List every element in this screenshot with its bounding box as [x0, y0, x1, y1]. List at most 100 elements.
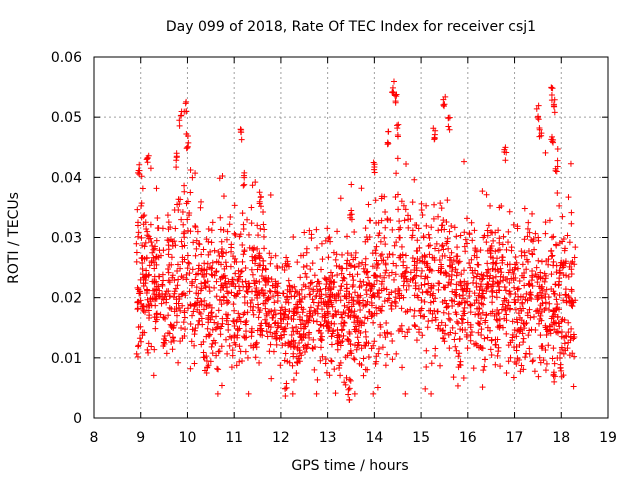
- data-point: [282, 392, 289, 399]
- data-point: [510, 374, 517, 381]
- data-point: [212, 339, 219, 346]
- data-point: [163, 299, 170, 306]
- data-point: [151, 295, 158, 302]
- data-point: [477, 247, 484, 254]
- data-point: [331, 366, 338, 373]
- data-point: [306, 285, 313, 292]
- data-point: [344, 304, 351, 311]
- data-point: [569, 297, 576, 304]
- data-point: [321, 318, 328, 325]
- data-point: [506, 288, 513, 295]
- data-point: [209, 350, 216, 357]
- data-point: [346, 330, 353, 337]
- data-point: [536, 354, 543, 361]
- data-point: [473, 254, 480, 261]
- data-point: [444, 235, 451, 242]
- data-point: [135, 286, 142, 293]
- data-point: [427, 299, 434, 306]
- data-point: [495, 268, 502, 275]
- data-point: [515, 310, 522, 317]
- data-point: [372, 360, 379, 367]
- data-point: [256, 278, 263, 285]
- data-point: [286, 282, 293, 289]
- data-point: [431, 257, 438, 264]
- data-point: [157, 311, 164, 318]
- data-point: [435, 227, 442, 234]
- data-point: [187, 189, 194, 196]
- data-point: [568, 286, 575, 293]
- data-point: [452, 330, 459, 337]
- data-point: [552, 167, 559, 174]
- data-point: [459, 327, 466, 334]
- data-point: [526, 351, 533, 358]
- data-point: [454, 269, 461, 276]
- data-point: [241, 181, 248, 188]
- data-point: [388, 305, 395, 312]
- data-point: [241, 293, 248, 300]
- data-point: [224, 350, 231, 357]
- data-point: [189, 266, 196, 273]
- data-point: [462, 299, 469, 306]
- data-point: [413, 272, 420, 279]
- data-point: [421, 281, 428, 288]
- data-point: [378, 217, 385, 224]
- data-point: [153, 237, 160, 244]
- data-point: [300, 344, 307, 351]
- data-point: [241, 169, 248, 176]
- data-point: [191, 302, 198, 309]
- data-point: [453, 311, 460, 318]
- data-point: [487, 229, 494, 236]
- data-point: [273, 341, 280, 348]
- data-point: [364, 268, 371, 275]
- data-point: [262, 265, 269, 272]
- data-point: [525, 258, 532, 265]
- data-point: [487, 346, 494, 353]
- data-point: [561, 340, 568, 347]
- data-point: [483, 239, 490, 246]
- data-point: [455, 259, 462, 266]
- data-point: [148, 239, 155, 246]
- data-point: [355, 327, 362, 334]
- data-point: [520, 366, 527, 373]
- data-point: [396, 218, 403, 225]
- data-point: [498, 269, 505, 276]
- data-point: [471, 290, 478, 297]
- data-point: [457, 280, 464, 287]
- data-point: [429, 317, 436, 324]
- data-point: [191, 360, 198, 367]
- data-point: [242, 334, 249, 341]
- data-point: [542, 149, 549, 156]
- data-point: [224, 228, 231, 235]
- data-point: [172, 242, 179, 249]
- data-point: [309, 296, 316, 303]
- data-point: [297, 333, 304, 340]
- data-point: [370, 319, 377, 326]
- data-point: [548, 253, 555, 260]
- data-point: [133, 350, 140, 357]
- data-point: [206, 331, 213, 338]
- data-point: [554, 157, 561, 164]
- data-point: [540, 357, 547, 364]
- data-point: [317, 286, 324, 293]
- data-point: [339, 251, 346, 258]
- data-point: [138, 202, 145, 209]
- data-point: [301, 293, 308, 300]
- data-point: [355, 339, 362, 346]
- data-point: [155, 254, 162, 261]
- data-point: [260, 292, 267, 299]
- data-point: [328, 341, 335, 348]
- data-point: [191, 342, 198, 349]
- data-point: [480, 290, 487, 297]
- data-point: [390, 78, 397, 85]
- data-point: [456, 292, 463, 299]
- data-point: [548, 84, 555, 91]
- data-point: [351, 390, 358, 397]
- data-point: [175, 293, 182, 300]
- data-point: [254, 294, 261, 301]
- data-point: [440, 103, 447, 110]
- data-point: [142, 219, 149, 226]
- data-point: [515, 285, 522, 292]
- data-point: [502, 275, 509, 282]
- data-point: [368, 313, 375, 320]
- data-point: [178, 273, 185, 280]
